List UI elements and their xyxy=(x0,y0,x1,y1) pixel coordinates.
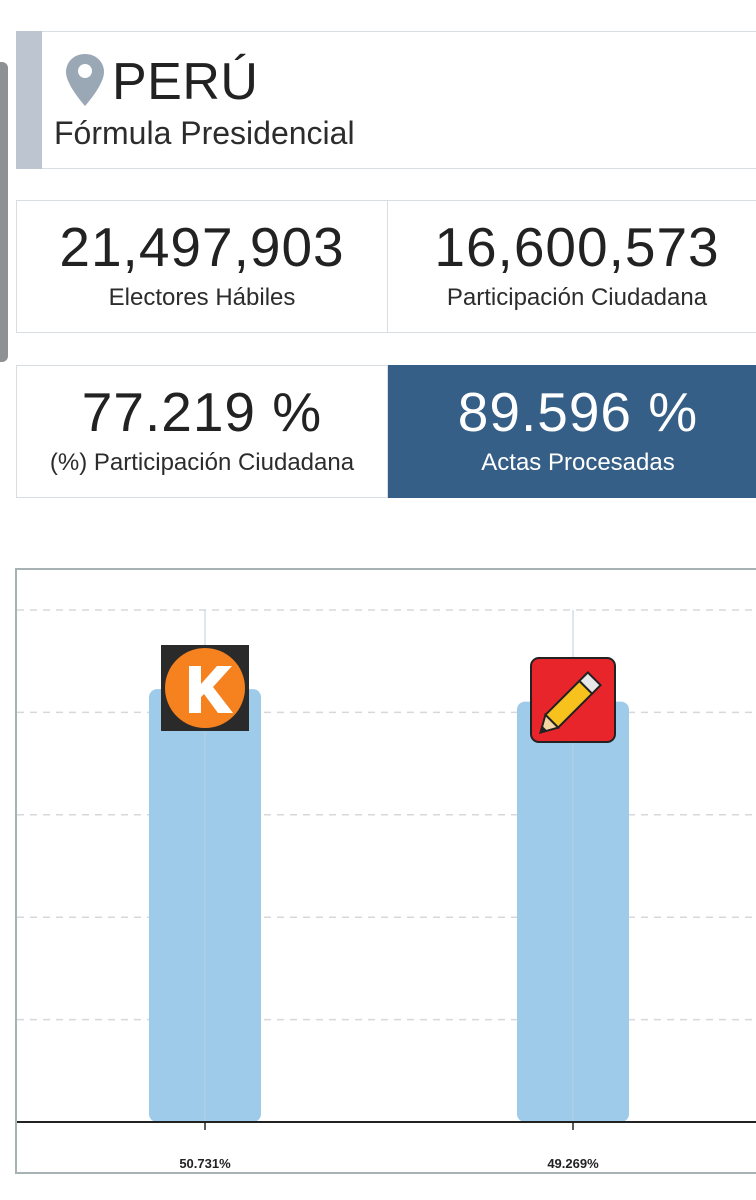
pencil-logo-icon xyxy=(530,657,616,743)
bar-value-label: 50.731% xyxy=(179,1156,231,1171)
stat-card-electores: 21,497,903 Electores Hábiles xyxy=(16,200,388,333)
actas-value: 89.596 % xyxy=(457,381,699,443)
header-card xyxy=(16,31,756,169)
stat-card-participacion-pct: 77.219 % (%) Participación Ciudadana xyxy=(16,365,388,498)
side-scroll-handle[interactable] xyxy=(0,62,8,362)
page-subtitle: Fórmula Presidencial xyxy=(54,115,355,151)
electores-label: Electores Hábiles xyxy=(108,284,296,311)
page-title: PERÚ xyxy=(112,53,259,111)
electores-value: 21,497,903 xyxy=(59,216,345,278)
results-chart-svg: 50.731% 49.269% xyxy=(17,609,756,1171)
stat-card-participacion: 16,600,573 Participación Ciudadana xyxy=(387,200,756,333)
stat-card-actas: 89.596 % Actas Procesadas xyxy=(388,365,756,498)
results-chart: 50.731% 49.269% xyxy=(15,568,756,1174)
actas-label: Actas Procesadas xyxy=(481,449,675,476)
bar-value-label: 49.269% xyxy=(547,1156,599,1171)
location-pin-icon xyxy=(66,54,104,106)
participacion-pct-label: (%) Participación Ciudadana xyxy=(49,449,355,476)
header-accent-bar xyxy=(16,31,42,169)
orange-k-logo-icon xyxy=(161,645,249,731)
participacion-label: Participación Ciudadana xyxy=(446,284,708,311)
participacion-pct-value: 77.219 % xyxy=(81,381,323,443)
participacion-value: 16,600,573 xyxy=(434,216,720,278)
